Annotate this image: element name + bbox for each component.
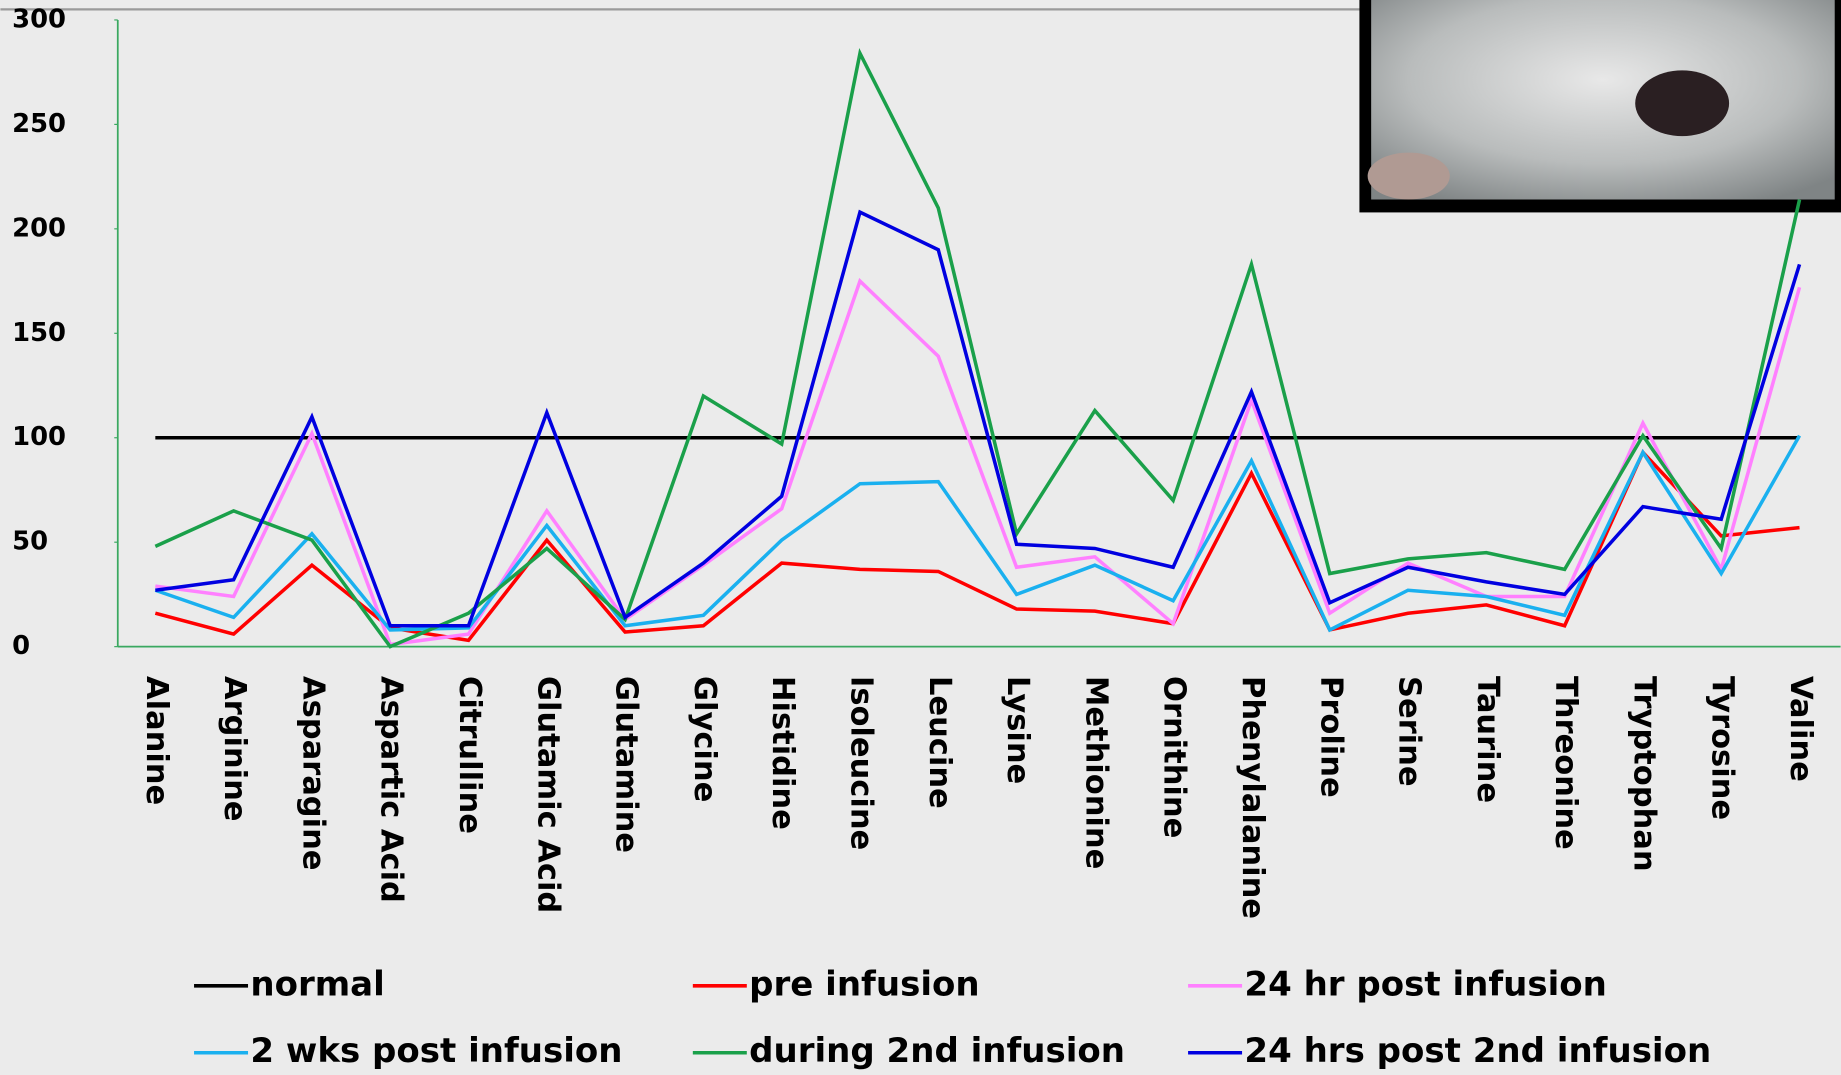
x-tick-label: Leucine: [922, 676, 957, 809]
x-tick-label: Threonine: [1548, 676, 1583, 850]
x-tick-label: Glutamine: [609, 676, 644, 853]
x-tick-label: Histidine: [765, 676, 800, 830]
x-tick-label: Alanine: [139, 676, 174, 805]
photo-skin: [1368, 153, 1450, 200]
x-tick-label: Asparagine: [295, 676, 330, 870]
page: {"chart_data": {"type": "line", "categor…: [0, 0, 1841, 1075]
x-tick-label: Ornithine: [1157, 676, 1192, 838]
photo-nose: [1635, 70, 1729, 136]
x-tick-label: Isoleucine: [843, 676, 878, 850]
legend-label: during 2nd infusion: [749, 1031, 1125, 1071]
x-tick-label: Valine: [1783, 676, 1818, 782]
x-tick-label: Serine: [1392, 676, 1427, 787]
y-tick-label: 150: [12, 318, 66, 348]
x-tick-label: Taurine: [1470, 676, 1505, 803]
x-tick-label: Tyrosine: [1705, 676, 1740, 820]
photo: [1359, 0, 1841, 212]
legend-label: 2 wks post infusion: [250, 1031, 622, 1071]
x-tick-label: Arginine: [217, 676, 252, 822]
legend-label: 24 hrs post 2nd infusion: [1244, 1031, 1711, 1071]
legend-label: pre infusion: [749, 964, 979, 1004]
x-tick-label: Aspartic Acid: [374, 676, 409, 903]
x-tick-label: Tryptophan: [1626, 676, 1661, 872]
y-tick-label: 300: [12, 4, 66, 34]
y-tick-label: 0: [12, 631, 30, 661]
y-tick-label: 200: [12, 213, 66, 243]
y-tick-label: 250: [12, 109, 66, 139]
x-tick-label: Lysine: [1000, 676, 1035, 784]
x-tick-label: Methionine: [1078, 676, 1113, 869]
x-tick-label: Proline: [1313, 676, 1348, 798]
y-tick-label: 50: [12, 527, 48, 557]
y-tick-label: 100: [12, 422, 66, 452]
x-tick-label: Glutamic Acid: [530, 676, 565, 913]
chart: 0 50 100 150 200 250 300 Alanine Arginine Asparag…: [0, 0, 1841, 1075]
x-tick-label: Phenylalanine: [1235, 676, 1270, 919]
x-tick-label: Glycine: [687, 676, 722, 802]
legend-label: 24 hr post infusion: [1244, 964, 1606, 1004]
legend-label: normal: [250, 964, 384, 1004]
x-tick-label: Citrulline: [452, 676, 487, 834]
